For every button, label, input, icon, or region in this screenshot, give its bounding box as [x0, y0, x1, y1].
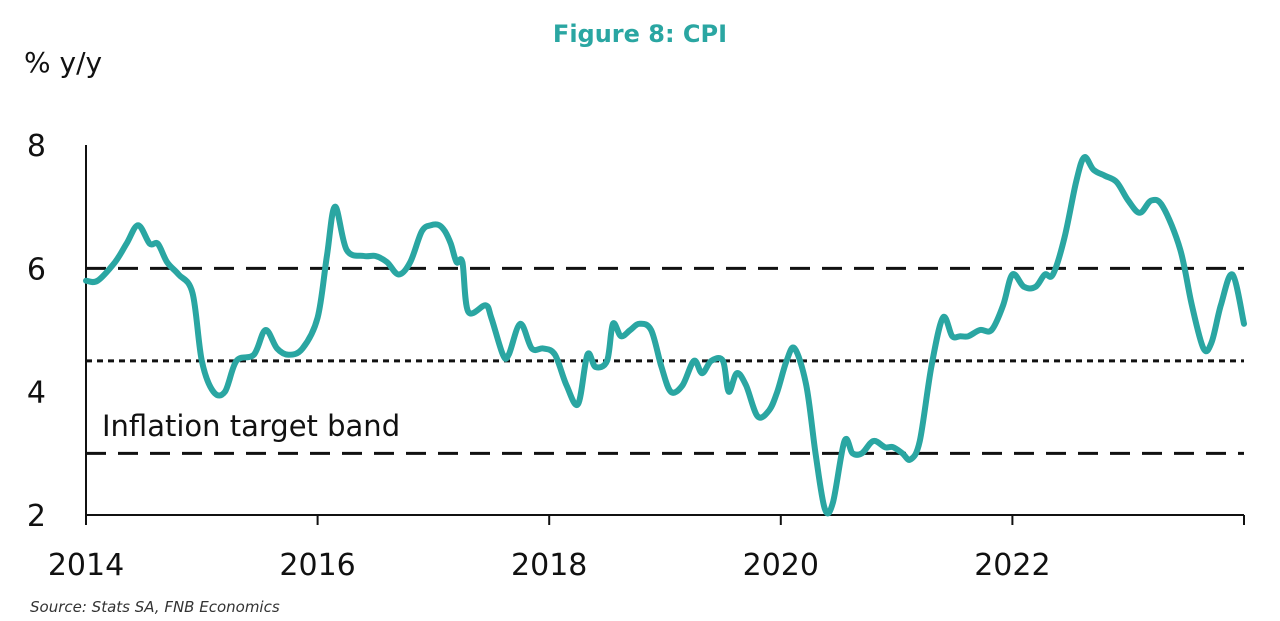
- x-ticks: 2014 2016 2018 2020 2022: [48, 515, 1245, 583]
- x-tick-label: 2014: [48, 548, 124, 583]
- x-tick-label: 2022: [974, 548, 1050, 583]
- reference-lines: [86, 266, 1244, 455]
- target-band-annotation: Inflation target band: [102, 409, 400, 443]
- y-tick-label: 2: [27, 499, 46, 534]
- x-tick-label: 2016: [279, 548, 355, 583]
- y-tick-label: 8: [27, 129, 46, 164]
- y-tick-label: 6: [27, 252, 46, 287]
- x-tick-label: 2018: [511, 548, 587, 583]
- cpi-series-line: [83, 154, 1247, 517]
- x-tick-label: 2020: [743, 548, 819, 583]
- axes: [85, 145, 1244, 516]
- y-tick-label: 4: [27, 376, 46, 411]
- chart-title: Figure 8: CPI: [553, 20, 727, 48]
- source-note: Source: Stats SA, FNB Economics: [30, 598, 280, 616]
- y-ticks: 2 4 6 8: [27, 129, 46, 534]
- y-axis-label: % y/y: [24, 46, 102, 79]
